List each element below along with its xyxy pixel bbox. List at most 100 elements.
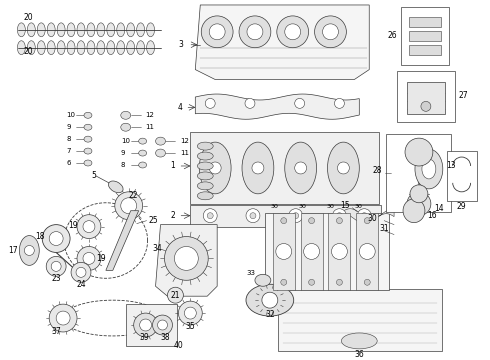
- Circle shape: [115, 192, 143, 220]
- Bar: [190, 205, 381, 226]
- Circle shape: [77, 247, 101, 270]
- Ellipse shape: [139, 162, 147, 168]
- Ellipse shape: [67, 41, 75, 55]
- Circle shape: [152, 315, 172, 335]
- Circle shape: [252, 162, 264, 174]
- Circle shape: [364, 279, 370, 285]
- Ellipse shape: [47, 41, 55, 55]
- Circle shape: [304, 243, 319, 260]
- Text: 19: 19: [69, 221, 78, 230]
- Text: 28: 28: [373, 166, 382, 175]
- Text: 19: 19: [96, 254, 105, 263]
- Ellipse shape: [137, 23, 145, 37]
- Bar: [356, 213, 378, 290]
- Text: 21: 21: [171, 291, 180, 300]
- Circle shape: [364, 218, 370, 224]
- Text: 17: 17: [8, 246, 17, 255]
- Ellipse shape: [107, 23, 115, 37]
- Bar: [447, 151, 477, 201]
- Ellipse shape: [117, 23, 125, 37]
- Text: 5: 5: [91, 171, 96, 180]
- Circle shape: [361, 213, 367, 219]
- Text: 20: 20: [24, 13, 33, 22]
- Text: 31: 31: [379, 224, 389, 233]
- Bar: [401, 7, 449, 64]
- Text: 10: 10: [121, 138, 130, 144]
- Ellipse shape: [87, 41, 95, 55]
- Ellipse shape: [84, 160, 92, 166]
- Circle shape: [338, 162, 349, 174]
- Circle shape: [174, 247, 198, 270]
- Text: 8: 8: [121, 162, 125, 168]
- Ellipse shape: [327, 142, 359, 194]
- Text: 30: 30: [354, 204, 362, 209]
- Ellipse shape: [117, 41, 125, 55]
- Circle shape: [276, 243, 292, 260]
- Ellipse shape: [197, 192, 213, 200]
- Text: 33: 33: [246, 270, 255, 276]
- Circle shape: [247, 24, 263, 40]
- Circle shape: [51, 261, 61, 271]
- Ellipse shape: [155, 137, 166, 145]
- Ellipse shape: [97, 41, 105, 55]
- Text: 35: 35: [185, 321, 195, 330]
- Circle shape: [335, 98, 344, 108]
- Ellipse shape: [107, 41, 115, 55]
- Circle shape: [24, 246, 34, 256]
- Bar: [409, 17, 441, 27]
- Text: 30: 30: [367, 214, 377, 223]
- Circle shape: [77, 215, 101, 239]
- Text: 18: 18: [35, 232, 44, 241]
- Ellipse shape: [407, 192, 431, 216]
- Text: 3: 3: [178, 40, 183, 49]
- Ellipse shape: [84, 124, 92, 130]
- Circle shape: [322, 24, 339, 40]
- Text: 27: 27: [459, 91, 468, 100]
- Bar: [386, 134, 451, 212]
- Text: 10: 10: [66, 112, 75, 118]
- Circle shape: [178, 301, 202, 325]
- Ellipse shape: [121, 111, 131, 119]
- Text: 32: 32: [265, 310, 275, 319]
- Ellipse shape: [84, 136, 92, 142]
- Text: 12: 12: [180, 138, 189, 144]
- Circle shape: [121, 198, 137, 214]
- Text: 9: 9: [121, 150, 125, 156]
- Bar: [265, 213, 389, 290]
- Circle shape: [337, 279, 343, 285]
- Ellipse shape: [155, 149, 166, 157]
- Ellipse shape: [37, 23, 45, 37]
- Text: 13: 13: [446, 162, 455, 171]
- Text: 30: 30: [326, 204, 334, 209]
- Circle shape: [294, 98, 305, 108]
- Text: 7: 7: [66, 148, 71, 154]
- Text: 30: 30: [271, 204, 279, 209]
- Ellipse shape: [139, 150, 147, 156]
- Circle shape: [209, 24, 225, 40]
- Text: 38: 38: [161, 333, 171, 342]
- Circle shape: [337, 218, 343, 224]
- Text: 34: 34: [153, 244, 163, 253]
- Circle shape: [158, 320, 168, 330]
- Ellipse shape: [127, 41, 135, 55]
- Circle shape: [56, 311, 70, 325]
- Ellipse shape: [121, 123, 131, 131]
- Ellipse shape: [77, 41, 85, 55]
- Ellipse shape: [139, 138, 147, 144]
- Ellipse shape: [415, 149, 443, 189]
- Bar: [301, 213, 322, 290]
- Circle shape: [49, 304, 77, 332]
- Text: 1: 1: [171, 162, 175, 171]
- Ellipse shape: [403, 199, 425, 222]
- Text: 11: 11: [146, 124, 155, 130]
- Bar: [126, 304, 177, 346]
- Circle shape: [245, 98, 255, 108]
- Ellipse shape: [147, 23, 154, 37]
- Ellipse shape: [47, 23, 55, 37]
- Text: 15: 15: [340, 201, 349, 210]
- Text: 11: 11: [180, 150, 190, 156]
- Ellipse shape: [255, 274, 271, 286]
- Circle shape: [359, 243, 375, 260]
- Circle shape: [71, 262, 91, 282]
- Ellipse shape: [197, 162, 213, 170]
